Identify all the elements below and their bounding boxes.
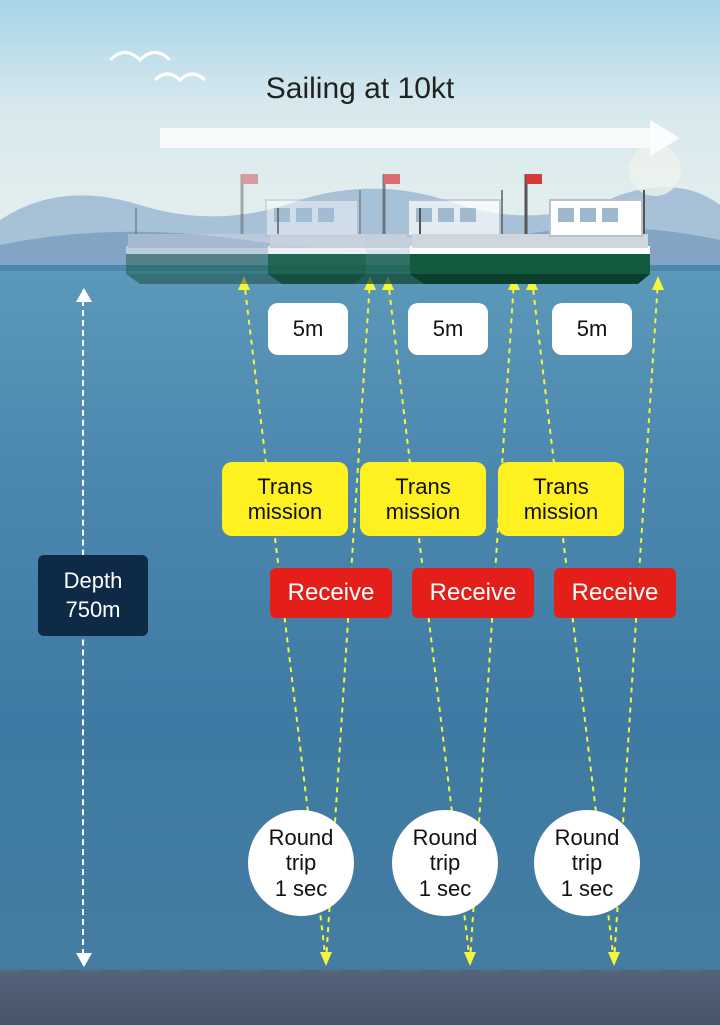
label-receive-2: Receive	[412, 568, 534, 618]
ship-position-3	[400, 170, 660, 290]
label-receive-1: Receive	[270, 568, 392, 618]
label-transmission-2: Trans mission	[360, 462, 486, 536]
title-text: Sailing at 10kt	[0, 72, 720, 106]
depth-label-text: Depth 750m	[64, 568, 123, 622]
label-roundtrip-3: Round trip 1 sec	[534, 810, 640, 916]
label-5m-2: 5m	[408, 303, 488, 355]
depth-label: Depth 750m	[38, 555, 148, 636]
label-roundtrip-2: Round trip 1 sec	[392, 810, 498, 916]
label-transmission-3: Trans mission	[498, 462, 624, 536]
label-roundtrip-1: Round trip 1 sec	[248, 810, 354, 916]
label-transmission-1: Trans mission	[222, 462, 348, 536]
label-5m-3: 5m	[552, 303, 632, 355]
label-receive-3: Receive	[554, 568, 676, 618]
direction-arrow	[160, 120, 680, 156]
label-5m-1: 5m	[268, 303, 348, 355]
diagram-canvas: Sailing at 10kt Depth 750m	[0, 0, 720, 1025]
